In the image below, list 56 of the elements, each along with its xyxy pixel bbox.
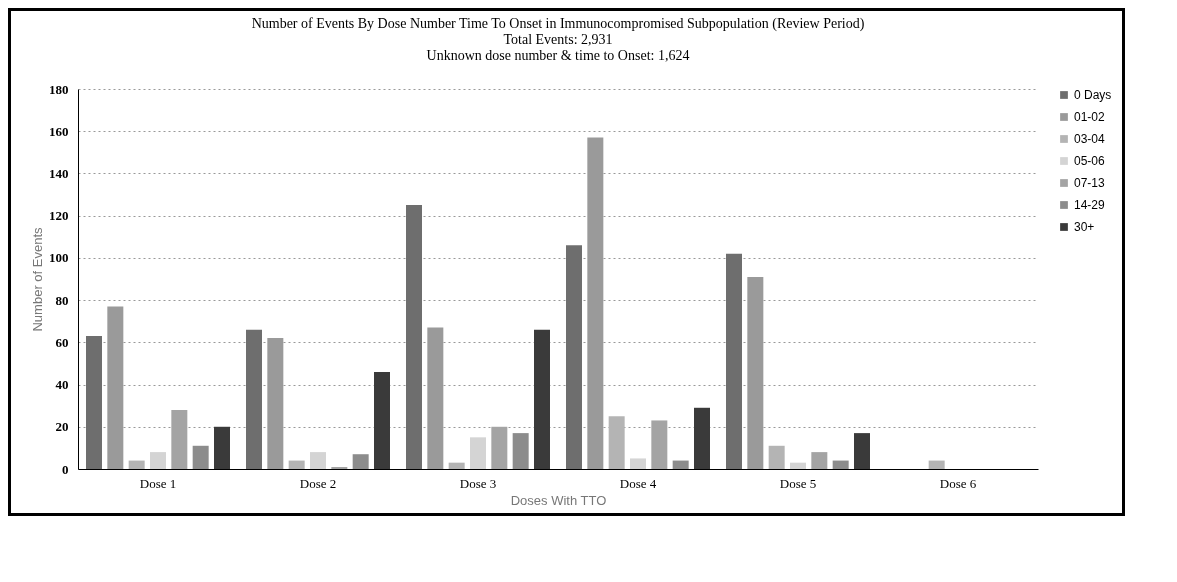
legend-label: 0 Days [1074, 88, 1112, 102]
x-tick-label: Dose 4 [619, 475, 657, 491]
legend-label: 30+ [1074, 220, 1095, 234]
bar [246, 329, 262, 469]
y-tick-label: 140 [49, 165, 69, 181]
bar [150, 452, 166, 469]
bar [448, 462, 465, 469]
bar [374, 371, 390, 469]
bar [832, 460, 849, 469]
bar [811, 452, 828, 469]
bar [128, 460, 145, 469]
bar [726, 253, 742, 469]
bar [512, 433, 529, 469]
bar [406, 205, 422, 469]
y-tick-label: 20 [55, 419, 69, 435]
bar [672, 460, 689, 469]
y-tick-label: 60 [55, 334, 69, 350]
legend-label: 14-29 [1074, 198, 1106, 212]
y-tick-label: 160 [49, 123, 69, 139]
bar [694, 407, 710, 469]
text: Unknown dose number & time to Onset: 1,624 [426, 48, 690, 63]
y-axis-title: Number of Events [30, 226, 45, 332]
legend-label: 01-02 [1074, 110, 1106, 124]
bar [608, 416, 625, 469]
bar [566, 245, 582, 469]
legend-label: 03-04 [1074, 132, 1106, 146]
bar [288, 460, 305, 469]
y-tick-label: 0 [62, 461, 69, 477]
bar [928, 460, 945, 469]
x-tick-label: Dose 2 [299, 475, 337, 491]
legend-label: 05-06 [1074, 154, 1106, 168]
y-tick-label: 40 [55, 377, 69, 393]
bar [790, 462, 806, 469]
x-axis-title: Doses With TTO [510, 492, 607, 508]
bar [630, 458, 646, 469]
x-tick-label: Dose 3 [459, 475, 497, 491]
bar [534, 329, 550, 469]
bar [352, 454, 369, 469]
x-tick-label: Dose 1 [139, 475, 177, 491]
bar [854, 433, 870, 469]
chart-title: Number of Events By Dose Number Time To Onset in Immunocompromised Subpopulation (Review Period) [251, 16, 865, 32]
bar [310, 452, 326, 469]
x-tick-label: Dose 6 [939, 475, 977, 491]
chart-subtitle: Total Events: 2,931 [503, 32, 613, 47]
bar [192, 445, 209, 469]
y-tick-label: 120 [49, 208, 69, 224]
bar [470, 437, 486, 469]
bar [331, 466, 348, 469]
legend-label: 07-13 [1074, 176, 1106, 190]
bar [214, 426, 230, 469]
bar [86, 336, 102, 469]
bar [768, 445, 785, 469]
y-tick-label: 80 [55, 292, 69, 308]
x-tick-label: Dose 5 [779, 475, 817, 491]
y-tick-label: 180 [49, 81, 69, 97]
y-tick-label: 100 [49, 250, 69, 266]
